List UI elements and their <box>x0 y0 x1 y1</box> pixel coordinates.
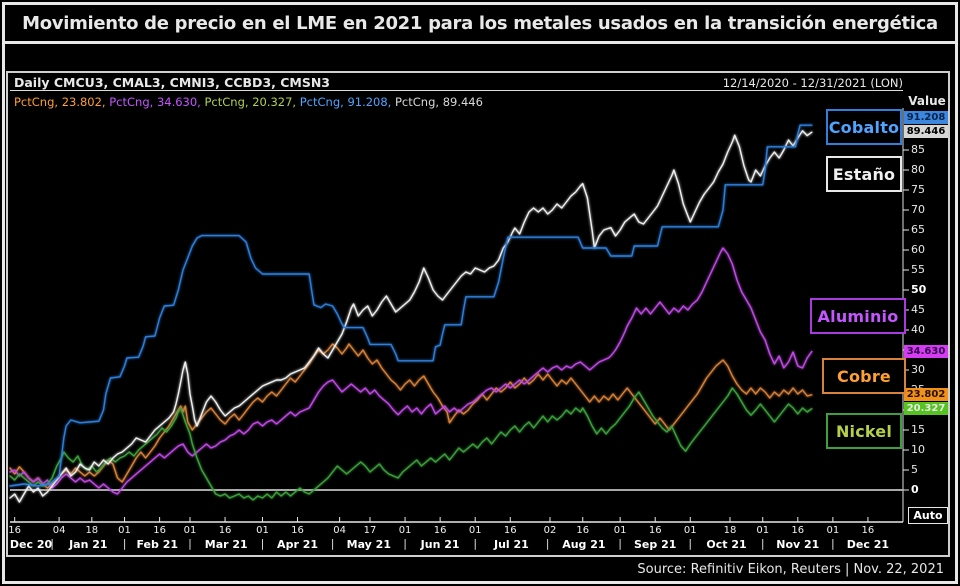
x-month-label: Aug 21 <box>562 538 606 551</box>
y-tick-label: 60 <box>911 243 925 256</box>
legend-item-cobalto: PctCng, 91.208, <box>299 95 395 109</box>
x-month-label: Dec 21 <box>846 538 890 551</box>
y-tick-label: 55 <box>911 263 925 276</box>
x-month-label: Apr 21 <box>277 538 319 551</box>
y-axis-title: Value <box>908 94 946 108</box>
x-tick-day-label: 01 <box>398 525 412 536</box>
x-tick-day-label: 01 <box>256 525 269 536</box>
y-tick-label: 30 <box>911 363 925 376</box>
x-tick-day-label: 16 <box>861 525 875 536</box>
month-separator: | <box>188 537 192 550</box>
legend-row: PctCng, 23.802, PctCng, 34.630, PctCng, … <box>14 95 483 109</box>
legend-item-cobre: PctCng, 23.802, <box>14 95 110 109</box>
month-separator: | <box>403 537 407 550</box>
y-tick-label: 75 <box>911 183 925 196</box>
x-month-label: Jun 21 <box>420 538 460 551</box>
x-tick-day-label: 02 <box>543 525 557 536</box>
y-tick-label: 0 <box>911 483 919 496</box>
y-tick-label: 40 <box>911 323 925 336</box>
month-separator: | <box>260 537 265 550</box>
last-price-badge-estano: 89.446 <box>904 125 948 138</box>
series-label-box-cobre: Cobre <box>822 358 906 394</box>
month-separator: | <box>473 537 478 550</box>
x-month-label: Jul 21 <box>494 538 529 551</box>
month-separator: | <box>688 537 693 550</box>
y-tick-label: 70 <box>911 203 925 216</box>
x-tick-day-label: 16 <box>8 525 22 536</box>
last-price-badge-cobalto: 91.208 <box>904 111 948 124</box>
series-line-aluminio <box>9 247 813 495</box>
x-month-label: Sep 21 <box>634 538 677 551</box>
month-separator: | <box>122 537 127 550</box>
x-month-label: Dec 20 <box>9 538 53 551</box>
x-tick-day-label: 04 <box>333 525 346 536</box>
date-range: 12/14/2020 - 12/31/2021 (LON) <box>722 76 903 90</box>
series-label-box-cobalto: Cobalto <box>826 109 902 145</box>
x-tick-day-label: 16 <box>648 525 662 536</box>
x-tick-day-label: 16 <box>218 525 232 536</box>
y-tick-label: 10 <box>911 443 925 456</box>
y-tick-label: 5 <box>911 463 918 476</box>
legend-item-aluminio: PctCng, 34.630, <box>109 95 205 109</box>
y-tick-label: 85 <box>911 143 925 156</box>
x-month-label: Feb 21 <box>136 538 179 551</box>
last-price-badge-nickel: 20.327 <box>904 402 948 415</box>
last-price-badge-aluminio: 34.630 <box>904 345 948 358</box>
y-tick-label: 50 <box>911 283 927 296</box>
x-month-label: Mar 21 <box>204 538 248 551</box>
header-rule <box>10 90 903 91</box>
x-tick-day-label: 16 <box>291 525 304 536</box>
x-tick-day-label: 17 <box>363 525 377 536</box>
x-tick-day-label: 16 <box>433 525 447 536</box>
x-tick-day-label: 16 <box>503 525 517 536</box>
x-tick-day-label: 01 <box>468 525 482 536</box>
x-tick-day-label: 01 <box>826 525 840 536</box>
month-separator: | <box>545 537 550 550</box>
series-label-box-aluminio: Aluminio <box>810 298 906 334</box>
x-tick-day-label: 18 <box>723 525 737 536</box>
instrument-header: Daily CMCU3, CMAL3, CMNI3, CCBD3, CMSN3 <box>14 75 331 90</box>
source-note: Source: Refinitiv Eikon, Reuters | Nov. … <box>637 562 944 577</box>
x-tick-day-label: 01 <box>183 525 197 536</box>
x-tick-day-label: 18 <box>85 525 99 536</box>
footer-bar: Source: Refinitiv Eikon, Reuters | Nov. … <box>8 558 950 581</box>
x-tick-day-label: 16 <box>153 525 166 536</box>
x-tick-day-label: 01 <box>683 525 697 536</box>
x-month-label: Jan 21 <box>69 538 108 551</box>
x-tick-day-label: 16 <box>791 525 805 536</box>
legend-item-estano: PctCng, 89.446 <box>395 95 483 109</box>
y-tick-label: 65 <box>911 223 925 236</box>
x-month-label: May 21 <box>346 538 391 551</box>
x-tick-day-label: 01 <box>613 525 627 536</box>
x-month-label: Nov 21 <box>776 538 820 551</box>
last-price-badge-cobre: 23.802 <box>904 388 948 401</box>
x-tick-day-label: 04 <box>52 525 66 536</box>
x-tick-day-label: 01 <box>118 525 131 536</box>
x-month-label: Oct 21 <box>706 538 747 551</box>
series-line-cobre <box>9 343 813 489</box>
title-bar: Movimiento de precio en el LME en 2021 p… <box>5 5 955 44</box>
month-separator: | <box>760 537 765 550</box>
series-line-cobalto <box>9 124 813 487</box>
y-tick-label: 45 <box>911 303 925 316</box>
series-label-box-estano: Estaño <box>826 156 902 192</box>
x-tick-day-label: 01 <box>756 525 770 536</box>
month-separator: | <box>330 537 335 550</box>
legend-item-nickel: PctCng, 20.327, <box>204 95 300 109</box>
auto-scale-button[interactable]: Auto <box>908 507 948 524</box>
month-separator: | <box>50 537 54 550</box>
x-tick-day-label: 16 <box>576 525 590 536</box>
y-tick-label: 15 <box>911 423 925 436</box>
y-tick-label: 80 <box>911 163 925 176</box>
series-line-estano <box>9 130 813 503</box>
series-line-nickel <box>9 387 813 501</box>
month-separator: | <box>831 537 835 550</box>
month-separator: | <box>618 537 622 550</box>
page-title: Movimiento de precio en el LME en 2021 p… <box>22 12 938 34</box>
series-label-box-nickel: Nickel <box>826 413 902 449</box>
